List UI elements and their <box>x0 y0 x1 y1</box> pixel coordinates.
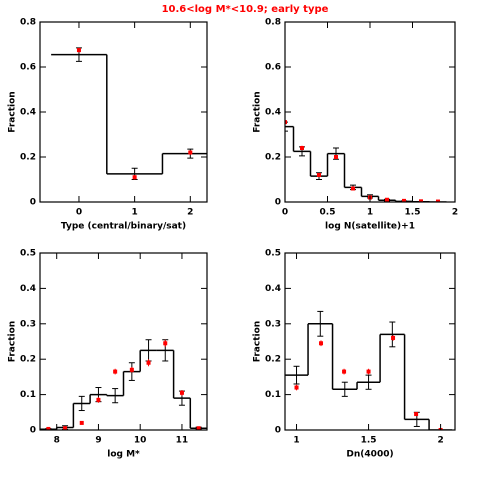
point <box>317 173 321 177</box>
y-tick-label: 0.3 <box>265 319 281 329</box>
point <box>129 367 134 372</box>
y-tick-label: 0.6 <box>265 63 281 73</box>
x-tick-label: 10 <box>134 436 147 446</box>
plot-area <box>285 119 447 202</box>
point <box>163 341 168 346</box>
plot-area <box>51 47 207 180</box>
plot-area <box>285 310 453 430</box>
point <box>300 146 304 150</box>
x-tick-label: 8 <box>54 436 60 446</box>
x-tick-label: 0.5 <box>320 208 336 218</box>
point <box>319 341 324 346</box>
y-tick-label: 0.5 <box>265 249 281 259</box>
point <box>146 360 151 365</box>
point <box>366 369 371 374</box>
y-tick-label: 0 <box>275 198 281 208</box>
point <box>334 155 338 159</box>
x-axis-label: Dn(4000) <box>346 450 393 460</box>
x-tick-label: 2 <box>452 208 458 218</box>
x-tick-label: 2 <box>187 208 193 218</box>
y-axis-label: Fraction <box>8 321 18 362</box>
y-tick-label: 0.4 <box>20 284 36 294</box>
y-tick-label: 0.4 <box>20 108 36 118</box>
x-axis-label: log N(satellite)+1 <box>325 222 415 232</box>
point <box>63 426 68 430</box>
x-tick-label: 1 <box>367 208 373 218</box>
x-tick-label: 1 <box>132 208 138 218</box>
y-tick-label: 0.4 <box>265 284 281 294</box>
y-tick-label: 0.2 <box>20 355 36 365</box>
point <box>76 48 81 53</box>
point <box>342 369 347 374</box>
point <box>179 390 184 395</box>
x-tick-label: 1 <box>293 436 299 446</box>
y-tick-label: 0.3 <box>20 319 36 329</box>
point <box>351 186 355 191</box>
y-tick-label: 0.8 <box>265 18 281 28</box>
y-tick-label: 0 <box>30 198 36 208</box>
x-tick-label: 9 <box>95 436 101 446</box>
point <box>294 385 299 390</box>
point <box>385 197 389 202</box>
axes-frame <box>39 252 208 431</box>
point <box>96 397 101 402</box>
point <box>436 199 440 202</box>
x-tick-label: 2 <box>437 436 443 446</box>
point <box>79 420 84 425</box>
point <box>46 426 51 430</box>
point <box>402 198 406 202</box>
y-axis-label: Fraction <box>253 91 263 132</box>
y-tick-label: 0.6 <box>20 63 36 73</box>
x-tick-label: 0 <box>282 208 288 218</box>
point <box>132 175 137 180</box>
point <box>419 199 423 202</box>
point <box>391 335 396 340</box>
y-tick-label: 0.2 <box>265 153 281 163</box>
point <box>113 369 118 374</box>
x-tick-label: 1.5 <box>361 436 377 446</box>
figure-title: 10.6<log M*<10.9; early type <box>162 4 329 15</box>
y-tick-label: 0 <box>30 426 36 436</box>
plot-area <box>40 339 207 430</box>
y-tick-label: 0.1 <box>20 390 36 400</box>
axes-frame <box>284 252 456 431</box>
y-tick-label: 0.5 <box>20 249 36 259</box>
y-tick-label: 0 <box>275 426 281 436</box>
point <box>285 120 287 125</box>
point <box>196 426 201 430</box>
x-axis-label: Type (central/binary/sat) <box>61 222 186 232</box>
y-tick-label: 0.1 <box>265 390 281 400</box>
x-tick-label: 1.5 <box>405 208 421 218</box>
x-tick-label: 11 <box>176 436 189 446</box>
y-axis-label: Fraction <box>253 321 263 362</box>
x-axis-label: log M* <box>107 450 140 460</box>
axes-frame <box>39 21 208 203</box>
axes-frame <box>284 21 456 203</box>
y-axis-label: Fraction <box>8 91 18 132</box>
y-tick-label: 0.8 <box>20 18 36 28</box>
point <box>188 150 193 155</box>
x-tick-label: 0 <box>76 208 82 218</box>
y-tick-label: 0.4 <box>265 108 281 118</box>
y-tick-label: 0.2 <box>20 153 36 163</box>
point <box>414 412 419 417</box>
y-tick-label: 0.2 <box>265 355 281 365</box>
